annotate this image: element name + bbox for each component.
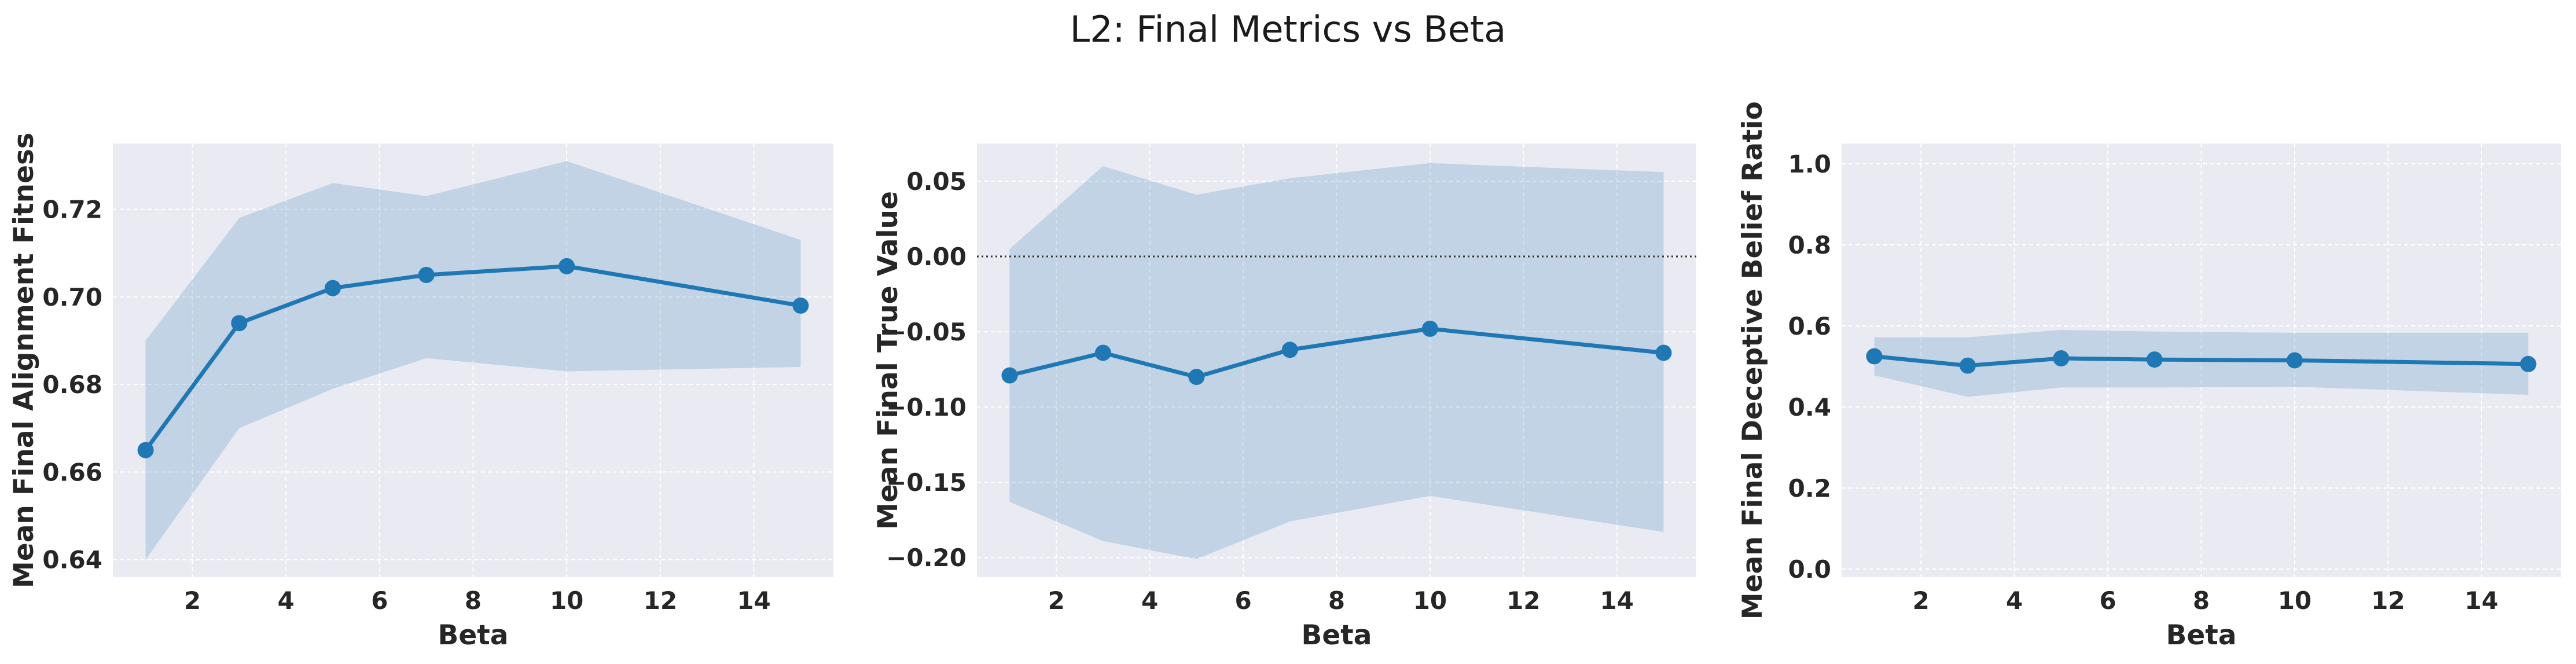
- x-axis-label: Beta: [1302, 619, 1372, 651]
- confidence-band: [1874, 330, 2529, 397]
- x-tick-label: 10: [2278, 586, 2312, 615]
- confidence-band: [145, 161, 801, 560]
- chart-panel-3: 2 4 6 8 10 12 14 0.0 0.2 0.4 0.6 0.8 1.0 Beta Mean Fin…: [1737, 101, 2561, 651]
- series-line: [1009, 327, 1664, 379]
- data-point: [1866, 348, 1883, 365]
- x-tick-label: 12: [1506, 586, 1540, 615]
- data-point: [1094, 344, 1111, 361]
- y-tick-label: 0.6: [1788, 312, 1831, 340]
- y-tick-label: 0.05: [906, 167, 967, 196]
- y-tick-label: 1.0: [1788, 150, 1831, 178]
- x-tick-label: 14: [2465, 586, 2498, 615]
- y-tick-label: −0.15: [886, 468, 967, 497]
- x-tick-label: 14: [1600, 586, 1634, 615]
- chart-panel-1: 2 4 6 8 10 12 14 0.64 0.66 0.68 0.70 0.72 Beta Mean F…: [8, 133, 833, 651]
- data-point: [792, 297, 809, 314]
- x-tick-label: 12: [2371, 586, 2405, 615]
- y-tick-label: 0.2: [1788, 474, 1831, 502]
- data-point: [1281, 342, 1298, 358]
- data-point: [2146, 351, 2163, 368]
- y-tick-label: 0.66: [42, 458, 102, 486]
- y-axis-label: Mean Final Alignment Fitness: [8, 133, 40, 588]
- y-axis-label: Mean Final Deceptive Belief Ratio: [1737, 101, 1769, 619]
- x-tick-label: 4: [1141, 586, 1158, 615]
- y-tick-label: −0.05: [886, 318, 967, 346]
- data-point: [1655, 344, 1672, 361]
- data-point: [1959, 357, 1976, 374]
- x-tick-label: 8: [1328, 586, 1345, 615]
- data-point: [1188, 369, 1205, 386]
- x-tick-label: 2: [1913, 586, 1930, 615]
- x-tick-label: 12: [644, 586, 677, 615]
- x-tick-label: 4: [2006, 586, 2023, 615]
- data-point: [1421, 320, 1438, 337]
- confidence-band: [1009, 163, 1664, 559]
- data-point: [137, 442, 154, 458]
- data-point: [2286, 352, 2303, 369]
- x-tick-label: 2: [1048, 586, 1065, 615]
- x-tick-label: 2: [184, 586, 201, 615]
- data-point: [1001, 367, 1018, 384]
- y-tick-label: 0.00: [906, 243, 967, 271]
- x-tick-label: 14: [737, 586, 770, 615]
- x-tick-label: 8: [2193, 586, 2210, 615]
- y-tick-label: 0.0: [1788, 555, 1831, 584]
- series-line: [1874, 354, 2529, 368]
- y-tick-label: 0.64: [42, 546, 102, 574]
- series-line: [144, 264, 801, 452]
- y-tick-label: −0.20: [886, 544, 967, 572]
- y-tick-label: −0.10: [886, 393, 967, 421]
- x-tick-label: 6: [371, 586, 388, 615]
- figure-title: L2: Final Metrics vs Beta: [1070, 8, 1506, 50]
- y-axis-label: Mean Final True Value: [872, 191, 904, 530]
- data-point: [231, 315, 248, 332]
- data-point: [2053, 350, 2070, 366]
- x-tick-label: 10: [550, 586, 583, 615]
- y-tick-label: 0.4: [1788, 393, 1831, 421]
- y-tick-label: 0.68: [42, 370, 102, 399]
- y-tick-label: 0.72: [42, 195, 102, 223]
- data-point: [558, 258, 575, 274]
- y-tick-label: 0.8: [1788, 231, 1831, 259]
- x-tick-label: 6: [1234, 586, 1251, 615]
- chart-panel-2: 2 4 6 8 10 12 14 0.05 0.00 −0.05 −0.10 −0.15 −0.20 Be…: [872, 144, 1696, 651]
- x-axis-label: Beta: [438, 619, 509, 651]
- data-point: [324, 280, 341, 296]
- x-tick-label: 10: [1413, 586, 1447, 615]
- x-tick-label: 4: [278, 586, 295, 615]
- y-tick-label: 0.70: [42, 283, 102, 311]
- x-axis-label: Beta: [2166, 619, 2237, 651]
- x-tick-label: 6: [2099, 586, 2116, 615]
- data-point: [2520, 355, 2537, 372]
- x-tick-label: 8: [465, 586, 482, 615]
- data-point: [418, 266, 435, 283]
